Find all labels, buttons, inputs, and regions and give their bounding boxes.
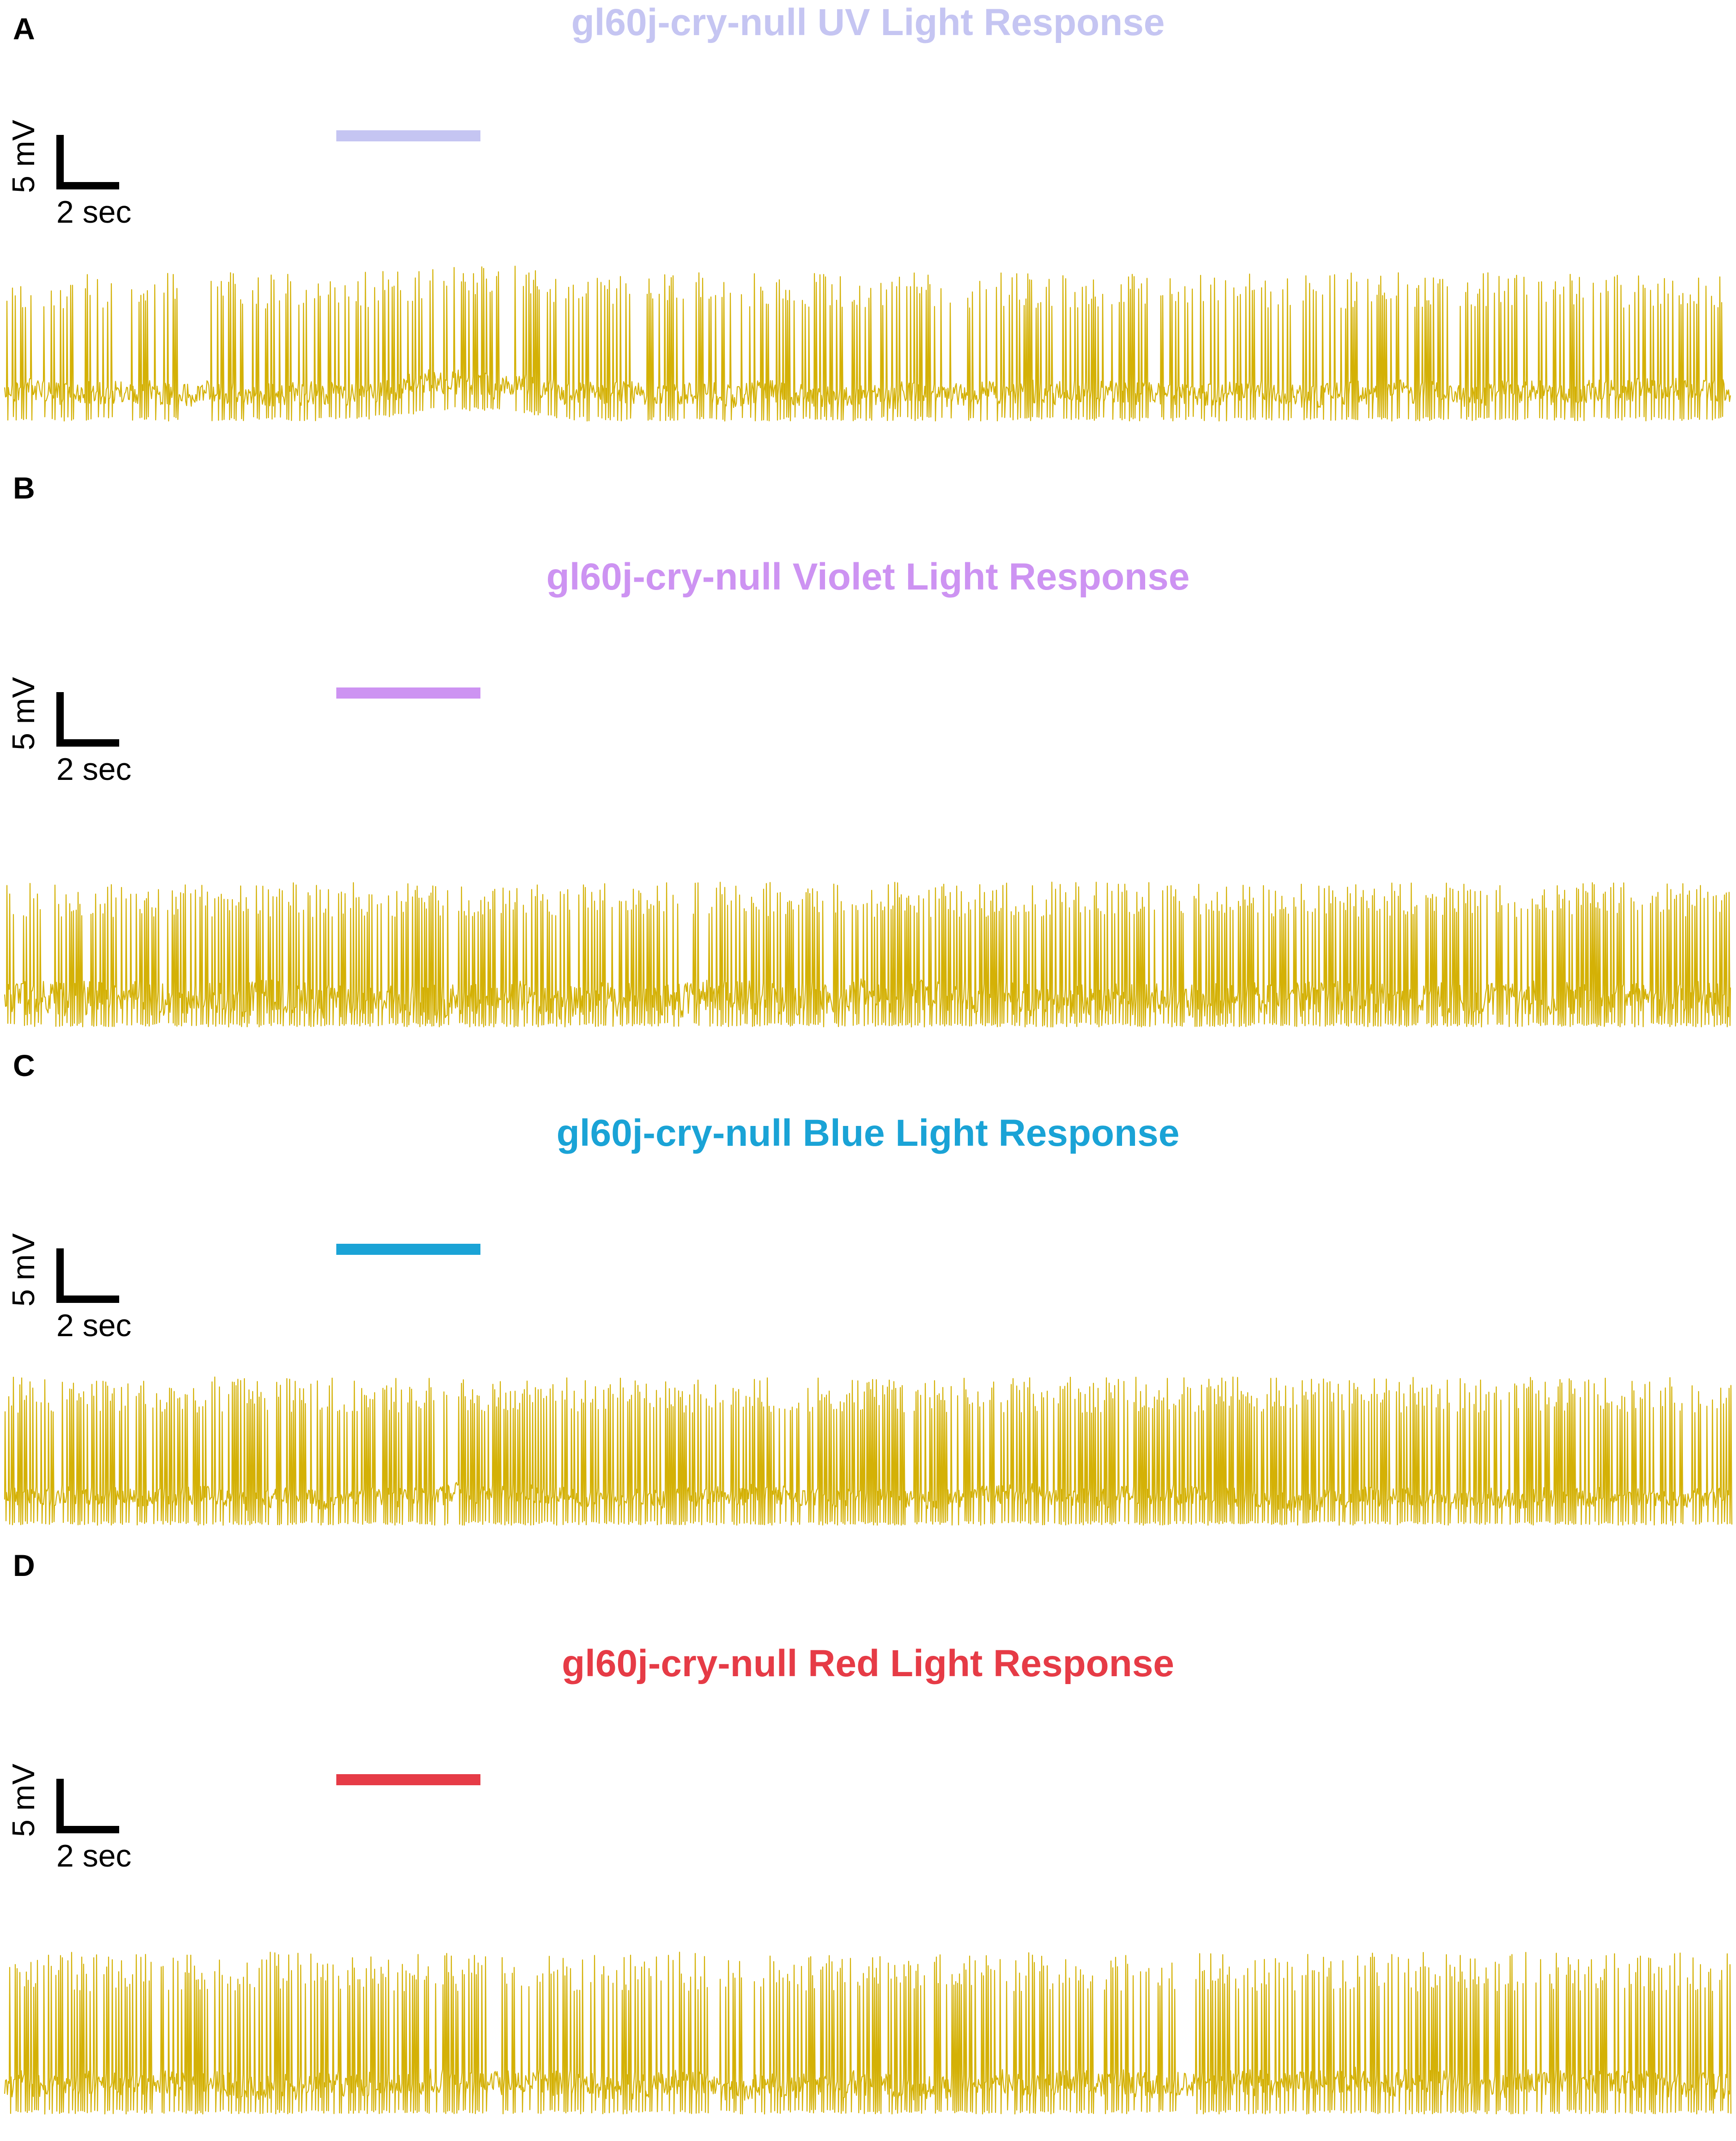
scale-bar-horizontal <box>56 739 119 747</box>
panel-title: gl60j-cry-null Red Light Response <box>562 1642 1174 1685</box>
scale-bar-time-label: 2 sec <box>56 1308 132 1343</box>
scale-bar-vertical <box>56 1248 64 1303</box>
panel-title: gl60j-cry-null Blue Light Response <box>556 1112 1180 1154</box>
trace-line <box>4 882 1731 1028</box>
panel-c: C gl60j-cry-null Blue Light Response 5 m… <box>0 1040 1736 1548</box>
voltage-trace <box>4 1952 1732 2115</box>
panel-title: gl60j-cry-null UV Light Response <box>571 1 1165 43</box>
panel-letter: D <box>13 1548 35 1582</box>
scale-bar-time-label: 2 sec <box>56 752 132 787</box>
scale-bar-time-label: 2 sec <box>56 1838 132 1873</box>
scale-bar-horizontal <box>56 182 119 189</box>
voltage-trace <box>4 882 1731 1028</box>
scale-bar-vertical <box>56 1779 64 1833</box>
scale-bar-vertical <box>56 692 64 747</box>
panel-d: D gl60j-cry-null Red Light Response 5 mV… <box>0 1539 1736 2141</box>
stimulus-bar <box>336 1774 480 1785</box>
stimulus-bar <box>336 130 480 141</box>
panel-a: A gl60j-cry-null UV Light Response 5 mV … <box>0 0 1736 444</box>
scale-bar-time-label: 2 sec <box>56 195 132 230</box>
panel-title: gl60j-cry-null Violet Light Response <box>546 556 1190 598</box>
stimulus-bar <box>336 1244 480 1255</box>
scale-bar-horizontal <box>56 1296 119 1303</box>
scale-bar-voltage-label: 5 mV <box>6 1764 41 1837</box>
voltage-trace <box>4 1376 1733 1526</box>
trace-line <box>4 1376 1733 1526</box>
panel-b: B gl60j-cry-null Violet Light Response 5… <box>0 462 1736 1049</box>
stimulus-bar <box>336 687 480 699</box>
panel-letter: C <box>13 1048 35 1083</box>
trace-line <box>4 266 1731 422</box>
panel-letter: B <box>13 471 35 505</box>
scale-bar-vertical <box>56 135 64 189</box>
panel-letter: A <box>13 12 35 46</box>
voltage-trace <box>4 266 1731 422</box>
scale-bar-voltage-label: 5 mV <box>6 120 41 193</box>
trace-line <box>4 1952 1732 2115</box>
scale-bar-voltage-label: 5 mV <box>6 677 41 750</box>
scale-bar-voltage-label: 5 mV <box>6 1233 41 1307</box>
scale-bar-horizontal <box>56 1826 119 1833</box>
